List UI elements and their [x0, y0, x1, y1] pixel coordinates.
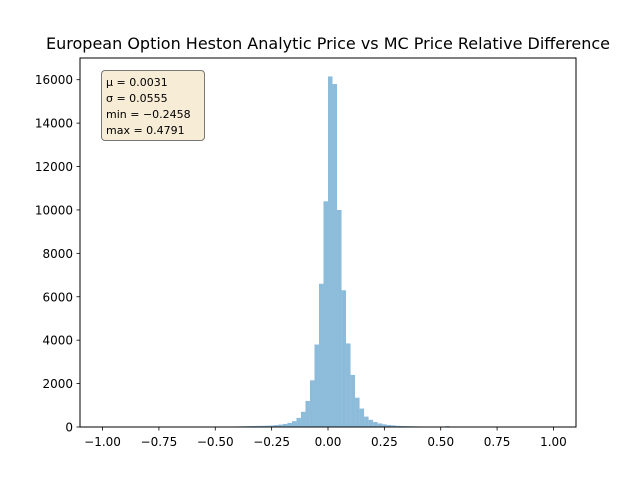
x-tick-label: 0.25: [371, 435, 398, 449]
histogram-bar: [305, 401, 310, 427]
stat-mean: μ = 0.0031: [106, 75, 200, 91]
histogram-bar: [292, 421, 297, 427]
y-tick-label: 14000: [35, 117, 73, 131]
histogram-bar: [296, 418, 301, 427]
histogram-bar: [287, 423, 292, 427]
x-tick-label: −0.50: [197, 435, 234, 449]
histogram-bar: [346, 343, 351, 427]
stats-annotation-box: μ = 0.0031 σ = 0.0555 min = −0.2458 max …: [101, 70, 205, 141]
histogram-bar: [360, 409, 365, 427]
x-tick-label: −0.75: [141, 435, 178, 449]
y-tick-label: 2000: [42, 377, 73, 391]
x-tick-label: 1.00: [540, 435, 567, 449]
histogram-bar: [333, 84, 338, 427]
histogram-bar: [364, 417, 369, 427]
y-axis-ticks: 0 2000 4000 6000 8000 10000 12000 14000 16000: [35, 73, 80, 434]
histogram-bar: [378, 423, 383, 427]
stat-max: max = 0.4791: [106, 123, 200, 139]
histogram-bar: [369, 420, 374, 427]
y-tick-label: 8000: [42, 247, 73, 261]
histogram-bar: [314, 345, 319, 427]
histogram-bar: [301, 412, 306, 427]
y-tick-label: 6000: [42, 290, 73, 304]
x-tick-label: −1.00: [84, 435, 121, 449]
y-tick-label: 12000: [35, 160, 73, 174]
histogram-bar: [319, 284, 324, 427]
y-tick-label: 10000: [35, 203, 73, 217]
stat-std: σ = 0.0555: [106, 91, 200, 107]
x-tick-label: 0.50: [427, 435, 454, 449]
histogram-bar: [337, 210, 342, 427]
histogram-bar: [351, 375, 356, 427]
bars-group: [229, 76, 454, 427]
y-tick-label: 4000: [42, 334, 73, 348]
histogram-bar: [355, 398, 360, 427]
x-tick-label: −0.25: [253, 435, 290, 449]
histogram-bar: [373, 422, 378, 427]
chart-title: European Option Heston Analytic Price vs…: [46, 34, 610, 53]
x-axis-ticks: −1.00 −0.75 −0.50 −0.25 0.00 0.25 0.50 0.75 1.00: [84, 427, 567, 449]
y-tick-label: 0: [65, 421, 73, 435]
histogram-bar: [342, 290, 347, 427]
x-tick-label: 0.00: [315, 435, 342, 449]
y-tick-label: 16000: [35, 73, 73, 87]
x-tick-label: 0.75: [484, 435, 511, 449]
histogram-bar: [310, 380, 315, 427]
stat-min: min = −0.2458: [106, 107, 200, 123]
histogram-bar: [328, 76, 333, 427]
histogram-bar: [323, 201, 328, 427]
